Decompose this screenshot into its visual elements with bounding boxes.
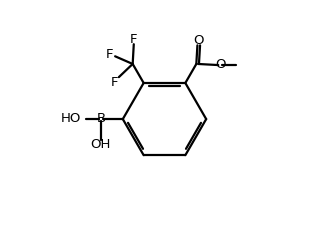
Text: O: O [193, 34, 204, 47]
Text: F: F [106, 48, 113, 61]
Text: F: F [130, 33, 138, 46]
Text: HO: HO [61, 112, 81, 125]
Text: F: F [111, 76, 118, 89]
Text: B: B [96, 112, 105, 125]
Text: O: O [215, 58, 225, 71]
Text: OH: OH [91, 138, 111, 151]
